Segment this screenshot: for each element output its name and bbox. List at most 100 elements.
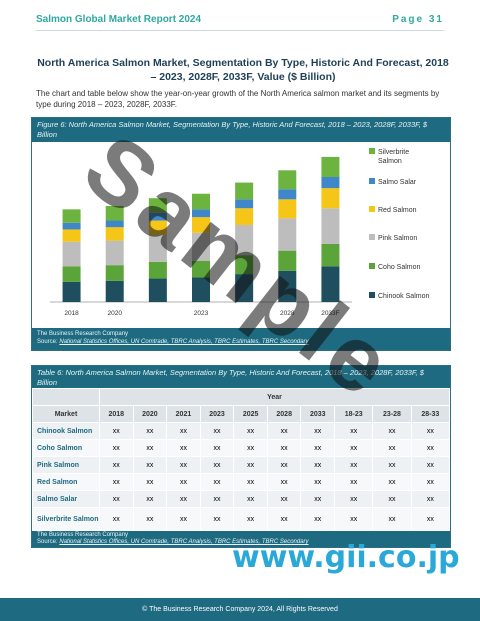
page-number: Page 31: [392, 14, 444, 25]
table-source-line: Source: National Statistics Offices, UN …: [37, 539, 445, 546]
table-cell: xx: [410, 439, 451, 457]
table-column-header-row: Market 2018 2020 2021 2023 2025 2028 2033 18-23…: [32, 405, 451, 423]
legend-swatch: [369, 292, 375, 298]
year-group-header: Year: [99, 388, 450, 406]
column-header: 2018: [99, 405, 134, 423]
page-footer: © The Business Research Company 2024, Al…: [0, 598, 480, 621]
column-header: 2025: [233, 405, 268, 423]
table-cell: xx: [132, 456, 168, 474]
table-cell: xx: [132, 490, 168, 508]
table-group-header-row: Year: [32, 388, 450, 406]
table-row: Red Salmon xx xx xx xx xx xx xx xx xx xx: [32, 473, 451, 491]
table-cell: xx: [300, 507, 336, 531]
table-corner: [32, 388, 100, 406]
table-cell: xx: [99, 490, 134, 508]
bar-segment: [192, 217, 210, 233]
table-caption: Table 6: North America Salmon Market, Se…: [32, 366, 450, 388]
table-cell: xx: [300, 473, 336, 491]
bar-segment: [278, 250, 297, 271]
table-cell: xx: [410, 456, 451, 474]
bar-segment: [62, 229, 81, 242]
column-header: 2021: [166, 405, 201, 423]
row-label: Salmo Salar: [32, 490, 100, 508]
bar-segment: [278, 270, 297, 302]
x-tick-label: 2018: [64, 310, 79, 317]
bar-segment: [235, 255, 254, 275]
bar-segment: [105, 265, 124, 281]
table-cell: xx: [99, 422, 134, 440]
table-source: The Business Research Company Source: Na…: [32, 531, 450, 547]
table-cell: xx: [199, 490, 235, 508]
bar-segment: [321, 266, 340, 302]
table-cell: xx: [132, 507, 168, 531]
table-source-label: The Business Research Company: [37, 532, 129, 538]
bar-segment: [192, 277, 210, 302]
bar-segment: [235, 208, 254, 225]
bar-segment: [278, 189, 297, 200]
figure-6: Figure 6: North America Salmon Market, S…: [31, 117, 451, 351]
x-tick-label: 2028: [280, 310, 295, 317]
figure-source-prefix: Source:: [37, 339, 60, 345]
row-label: Red Salmon: [32, 473, 100, 491]
legend-label: Pink Salmon: [378, 235, 417, 242]
legend-label: Red Salmon: [378, 207, 417, 214]
row-label: Coho Salmon: [32, 439, 100, 457]
bar-segment: [148, 278, 167, 302]
table-cell: xx: [132, 422, 168, 440]
table-cell: xx: [372, 490, 412, 508]
legend-label: Salmon: [378, 158, 402, 165]
table-cell: xx: [199, 456, 235, 474]
table-cell: xx: [99, 456, 134, 474]
bar-segment: [105, 220, 124, 228]
bar-segment: [62, 241, 81, 267]
bar-segment: [105, 240, 124, 266]
table-cell: xx: [372, 473, 412, 491]
table-cell: xx: [300, 490, 336, 508]
table-cell: xx: [233, 490, 268, 508]
bar-segment: [148, 261, 167, 279]
table-cell: xx: [334, 507, 374, 531]
table-cell: xx: [372, 507, 412, 531]
column-header: 2033: [300, 405, 336, 423]
legend-swatch: [369, 263, 375, 269]
gii-logo[interactable]: www.gii.co.jp: [232, 540, 460, 575]
table-cell: xx: [266, 439, 302, 457]
table-cell: xx: [372, 439, 412, 457]
table-cell: xx: [372, 422, 412, 440]
table-cell: xx: [266, 456, 302, 474]
table-cell: xx: [99, 507, 134, 531]
table-cell: xx: [266, 422, 302, 440]
table-6: Table 6: North America Salmon Market, Se…: [31, 365, 451, 548]
table-cell: xx: [410, 422, 451, 440]
bar-segment: [105, 227, 124, 241]
table-cell: xx: [132, 439, 168, 457]
legend-label: Chinook Salmon: [378, 293, 429, 300]
column-header: 28-33: [410, 405, 451, 423]
table-cell: xx: [300, 439, 336, 457]
legend-swatch: [369, 206, 375, 212]
intro-text: The chart and table below show the year-…: [36, 89, 440, 109]
table-row: Chinook Salmon xx xx xx xx xx xx xx xx xx xx: [32, 422, 451, 440]
table-cell: xx: [233, 439, 268, 457]
bar-segment: [321, 243, 340, 267]
bar-segment: [235, 224, 254, 256]
bar-segment: [148, 220, 167, 236]
table-cell: xx: [199, 507, 235, 531]
bar-segment: [148, 235, 167, 262]
row-label: Pink Salmon: [32, 456, 100, 474]
table-cell: xx: [334, 456, 374, 474]
bar-segment: [192, 209, 210, 218]
table-cell: xx: [233, 473, 268, 491]
table-cell: xx: [300, 422, 336, 440]
header-divider: [36, 30, 444, 31]
segmentation-table: Year Market 2018 2020 2021 2023 2025 2028 2033…: [32, 388, 451, 531]
market-header: Market: [32, 405, 100, 423]
bar-segment: [62, 281, 81, 302]
table-cell: xx: [334, 490, 374, 508]
table-cell: xx: [199, 473, 235, 491]
legend-label: Coho Salmon: [378, 264, 421, 271]
table-cell: xx: [99, 473, 134, 491]
bar-segment: [192, 232, 210, 261]
table-cell: xx: [334, 422, 374, 440]
table-cell: xx: [410, 473, 451, 491]
